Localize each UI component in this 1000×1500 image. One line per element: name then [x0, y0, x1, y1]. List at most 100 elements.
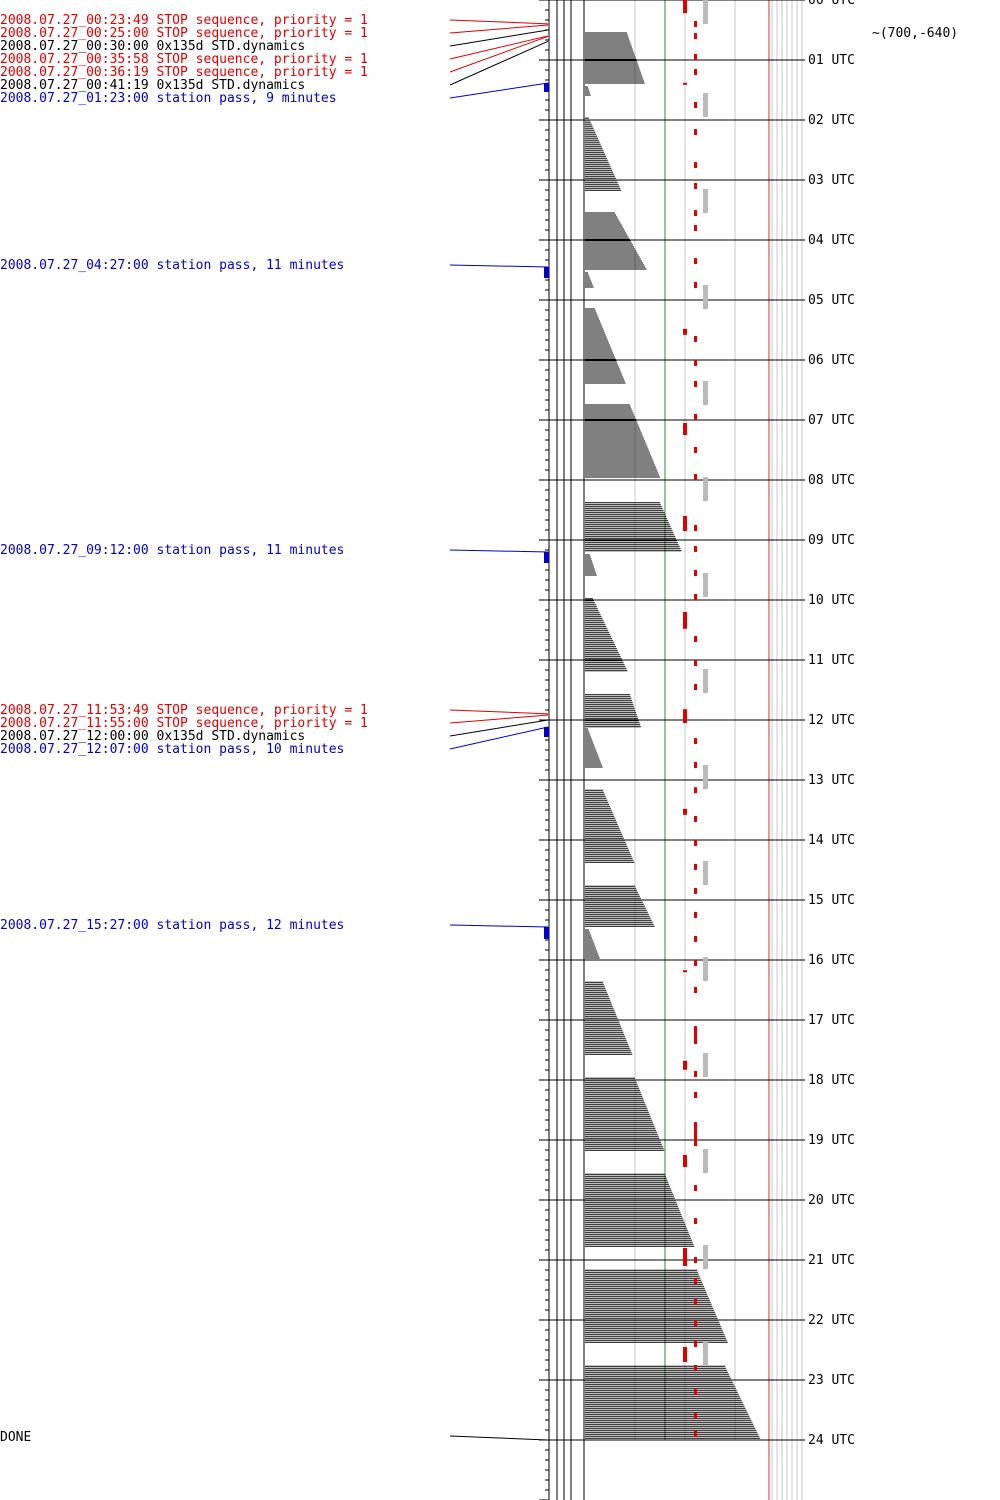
- ramp-20: [585, 1365, 761, 1439]
- hour-label-18: 18 UTC: [808, 1073, 855, 1088]
- red-mark-4: [694, 54, 697, 60]
- ramp-13: [585, 789, 635, 863]
- red-mark-27: [694, 594, 697, 600]
- event-14: 2008.07.27_15:27:00 station pass, 12 min…: [0, 918, 344, 933]
- red-mark-45: [694, 987, 697, 993]
- ramp-16: [585, 981, 633, 1055]
- grey-mark-8: [703, 669, 708, 693]
- grey-mark-1: [703, 0, 708, 24]
- red-mark-9: [694, 162, 697, 168]
- red-mark-24: [694, 525, 697, 531]
- hour-label-6: 06 UTC: [808, 353, 855, 368]
- hour-label-20: 20 UTC: [808, 1193, 855, 1208]
- red-mark-53: [694, 1185, 697, 1191]
- event-leader-8: [449, 264, 549, 268]
- ramp-7: [585, 404, 660, 478]
- hour-label-10: 10 UTC: [808, 593, 855, 608]
- vertical-guides: [539, 0, 803, 1500]
- red-mark-50: [694, 1122, 697, 1140]
- red-mark-6: [683, 82, 687, 85]
- event-list: 2008.07.27_00:23:49 STOP sequence, prior…: [0, 13, 549, 939]
- pass-marker-13: [544, 727, 549, 738]
- red-mark-47: [683, 1060, 687, 1070]
- red-mark-55: [683, 1248, 687, 1266]
- event-leader-6: [449, 40, 549, 86]
- red-mark-46: [694, 1026, 697, 1044]
- red-mark-14: [694, 282, 697, 288]
- grey-mark-11: [703, 957, 708, 981]
- ramp-19: [585, 1269, 728, 1343]
- ramp-14: [585, 885, 655, 927]
- pass-marker-9: [544, 552, 549, 563]
- red-mark-15: [683, 328, 687, 335]
- ramp-4: [585, 212, 647, 270]
- red-mark-23: [683, 516, 687, 531]
- ramp-6: [585, 308, 626, 384]
- hour-label-15: 15 UTC: [808, 893, 855, 908]
- event-3: 2008.07.27_00:30:00 0x135d STD.dynamics: [0, 39, 305, 54]
- hour-label-1: 01 UTC: [808, 53, 855, 68]
- red-mark-22: [694, 474, 697, 480]
- ramp-2: [585, 86, 591, 96]
- event-6: 2008.07.27_00:41:19 0x135d STD.dynamics: [0, 78, 305, 93]
- ramp-18: [585, 1173, 695, 1247]
- event-leader-12: [449, 719, 549, 737]
- red-mark-58: [694, 1299, 697, 1305]
- event-9: 2008.07.27_09:12:00 station pass, 11 min…: [0, 543, 344, 558]
- event-leader-1: [449, 19, 549, 25]
- red-mark-3: [694, 33, 697, 39]
- red-mark-54: [694, 1218, 697, 1224]
- red-mark-49: [694, 1092, 697, 1098]
- red-mark-52: [683, 1155, 687, 1167]
- event-8: 2008.07.27_04:27:00 station pass, 11 min…: [0, 258, 344, 273]
- hour-label-2: 02 UTC: [808, 113, 855, 128]
- red-mark-37: [694, 816, 697, 822]
- hour-label-21: 21 UTC: [808, 1253, 855, 1268]
- grey-mark-9: [703, 765, 708, 789]
- hour-label-19: 19 UTC: [808, 1133, 855, 1148]
- hour-label-8: 08 UTC: [808, 473, 855, 488]
- red-mark-51: [694, 1140, 697, 1146]
- grey-mark-2: [703, 93, 708, 117]
- red-mark-34: [694, 762, 697, 768]
- ramp-3: [585, 117, 622, 191]
- grey-mark-5: [703, 381, 708, 405]
- grey-marks: [703, 0, 708, 1365]
- event-leader-5: [449, 35, 549, 73]
- activity-ramps: [585, 32, 761, 1439]
- red-mark-25: [694, 546, 697, 552]
- red-mark-21: [694, 447, 697, 453]
- event-leader-3: [449, 29, 549, 47]
- ramp-11: [585, 694, 641, 728]
- hour-axis: 00 UTC 01 UTC 02 UTC 03 UTC 04 UTC 05 UTC 06 U…: [545, 0, 855, 1448]
- ramp-15: [585, 929, 600, 959]
- red-mark-60: [694, 1341, 697, 1347]
- red-mark-28: [683, 612, 687, 629]
- ramp-17: [585, 1077, 665, 1151]
- event-leader-13: [449, 726, 549, 750]
- red-mark-11: [694, 210, 697, 216]
- ramp-1: [585, 32, 645, 84]
- red-marks: [683, 0, 697, 1437]
- event-leader-14: [449, 924, 549, 928]
- red-mark-1: [683, 0, 687, 14]
- hour-label-0: 00 UTC: [808, 0, 855, 8]
- event-leader-2: [449, 24, 549, 34]
- grey-mark-3: [703, 189, 708, 213]
- coordinate-readout: ~(700,-640): [872, 26, 958, 41]
- done-leader-line: [449, 1435, 549, 1441]
- red-mark-40: [694, 888, 697, 894]
- red-mark-41: [694, 912, 697, 918]
- red-mark-18: [694, 381, 697, 387]
- grey-mark-15: [703, 1341, 708, 1365]
- event-11: 2008.07.27_11:55:00 STOP sequence, prior…: [0, 716, 368, 731]
- red-mark-31: [694, 684, 697, 690]
- red-mark-44: [683, 970, 687, 973]
- event-12: 2008.07.27_12:00:00 0x135d STD.dynamics: [0, 729, 305, 744]
- hour-label-12: 12 UTC: [808, 713, 855, 728]
- event-leader-7: [449, 82, 549, 99]
- red-mark-30: [694, 660, 697, 666]
- event-leader-4: [449, 35, 549, 60]
